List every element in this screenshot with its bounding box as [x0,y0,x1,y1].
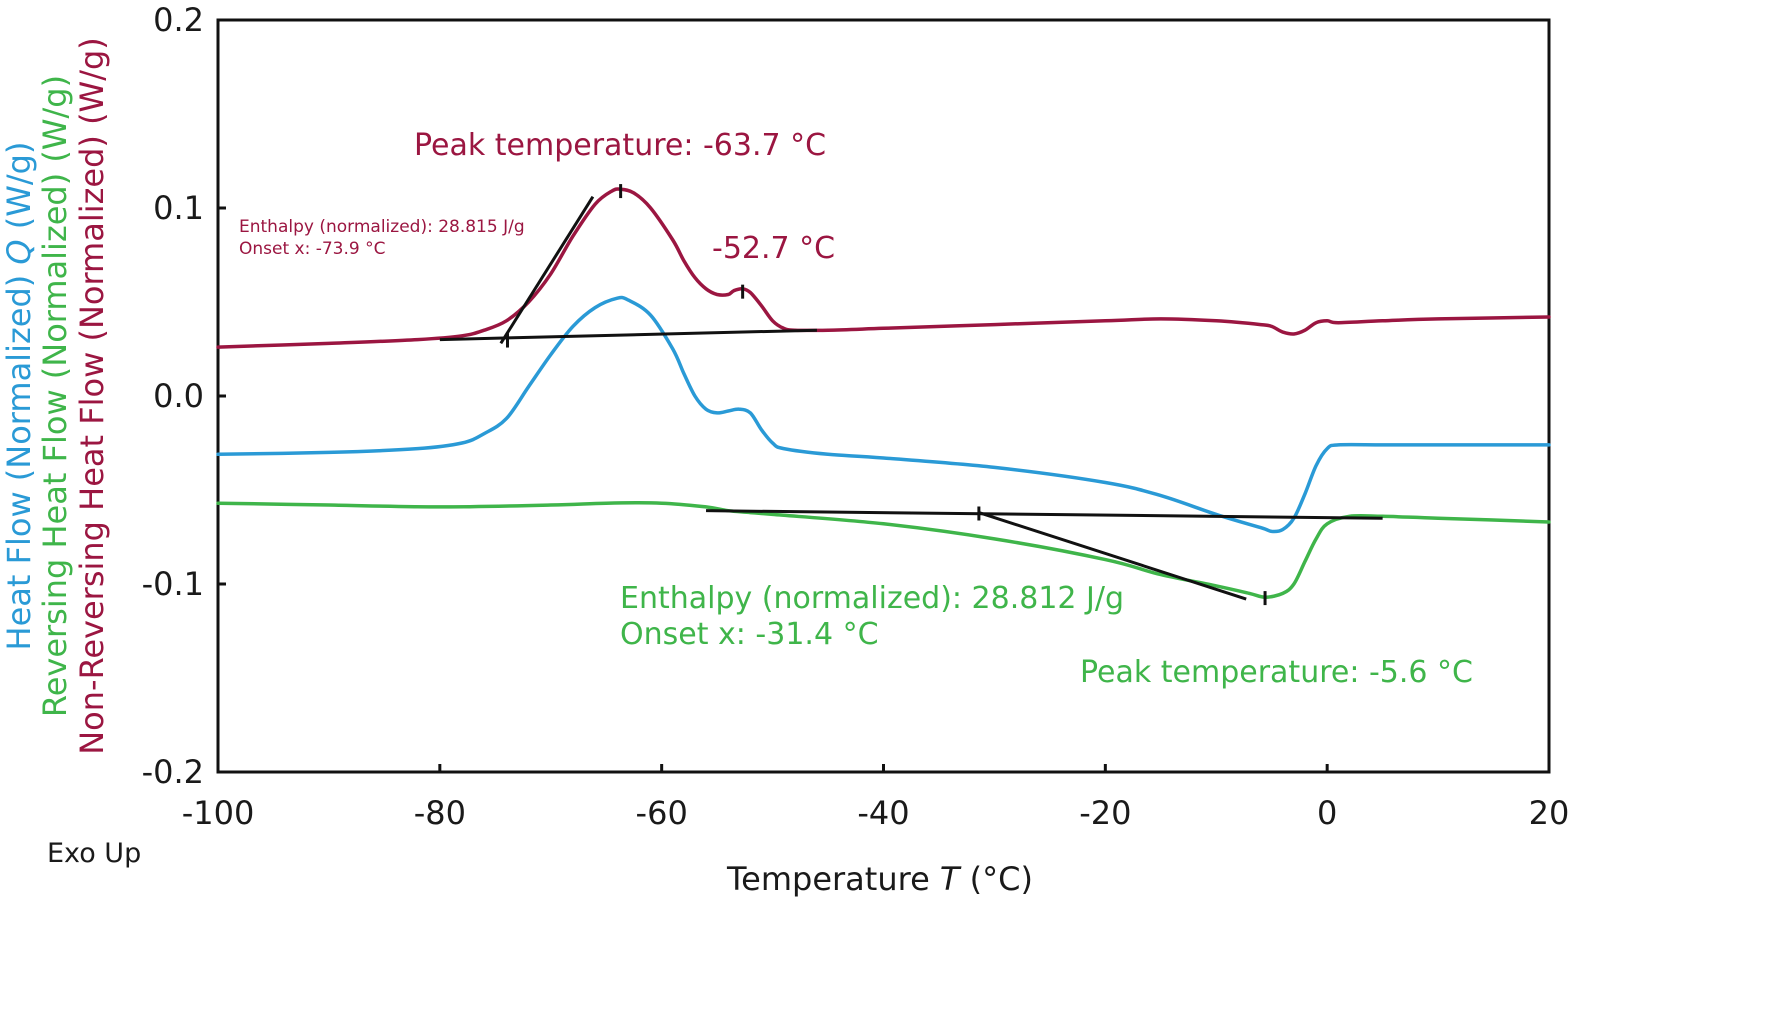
y-axis-title-heat-flow: Heat Flow (Normalized) Q (W/g) [0,142,38,651]
y-tick-label: 0.0 [153,377,204,415]
y-tick-label: -0.2 [142,753,204,791]
x-tick-label: 0 [1317,794,1337,832]
y-axis-title-reversing: Reversing Heat Flow (Normalized) (W/g) [36,75,74,717]
x-tick-label: -60 [636,794,688,832]
reversing-baseline-line [706,509,1383,520]
rev-peak-temperature-label: Peak temperature: -5.6 °C [1080,655,1473,690]
heat-flow-line [216,295,1551,534]
rev-enthalpy-label: Enthalpy (normalized): 28.812 J/g [620,581,1124,616]
reversing-tangent-line [978,511,1247,601]
x-axis-title: Temperature T (°C) [726,860,1033,898]
x-tick-label: -40 [857,794,909,832]
y-tick-label: -0.1 [142,565,204,603]
rev-onset-label: Onset x: -31.4 °C [620,617,879,652]
x-axis: -100 -80 -60 -40 -20 0 20 [182,764,1570,832]
x-tick-label: -100 [182,794,255,832]
construction-lines [439,195,1383,601]
marker-layer [505,184,1267,606]
nr-enthalpy-label: Enthalpy (normalized): 28.815 J/g [239,217,525,237]
series-layer [216,187,1551,599]
x-tick-label: -80 [414,794,466,832]
non_reversing-baseline-line [439,328,817,342]
nr-second-peak-label: -52.7 °C [712,231,835,266]
y-tick-label: 0.1 [153,189,204,227]
x-tick-label: -20 [1079,794,1131,832]
reversing-heat-flow-line [216,501,1551,599]
non_reversing-tangent-line [499,195,595,345]
y-axis: -0.2 -0.1 0.0 0.1 0.2 [142,1,226,791]
non-reversing-heat-flow-line [216,187,1551,349]
exo-up-label: Exo Up [47,838,141,869]
y-tick-label: 0.2 [153,1,204,39]
x-tick-label: 20 [1529,794,1570,832]
nr-peak-temperature-label: Peak temperature: -63.7 °C [414,128,826,163]
nr-onset-label: Onset x: -73.9 °C [239,239,386,259]
y-axis-title-non-reversing: Non-Reversing Heat Flow (Normalized) (W/… [73,37,111,755]
